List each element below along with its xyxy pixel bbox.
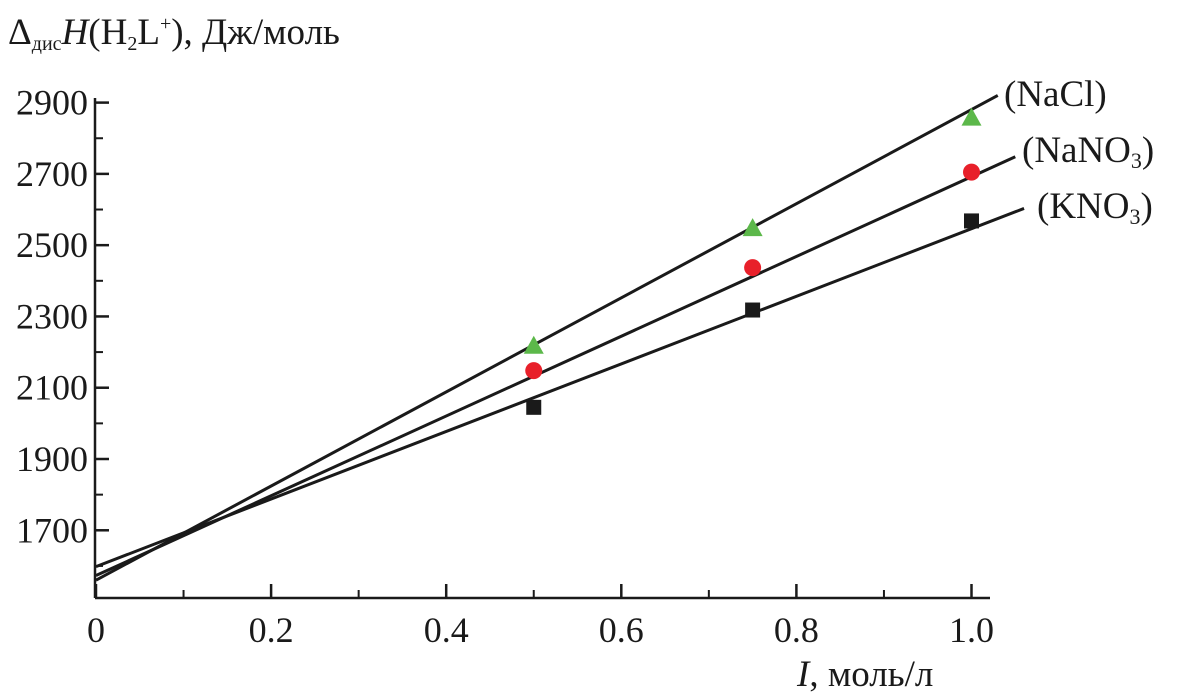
series-label-kno3-sub: 3 xyxy=(1129,204,1141,229)
data-point-square xyxy=(964,213,979,229)
series-label-nacl: (NaCl) xyxy=(1004,76,1107,116)
data-point-square xyxy=(745,302,761,318)
data-point-circle xyxy=(525,362,543,380)
y-tick-label: 1700 xyxy=(16,510,88,550)
y-tick-label: 2500 xyxy=(16,225,88,265)
x-axis-title: I, моль/л xyxy=(797,656,933,693)
y-axis-title-expr-mid: L xyxy=(137,12,160,53)
y-axis-title-delta: Δ xyxy=(8,12,32,53)
y-tick-label: 1900 xyxy=(16,439,88,479)
x-tick-label: 1.0 xyxy=(949,610,994,650)
series-label-nano3-tail: ) xyxy=(1141,130,1155,171)
y-axis-title-expr-close: ), Дж/моль xyxy=(171,12,340,53)
series-label-kno3-main: (KNO xyxy=(1037,186,1130,227)
series-label-kno3-tail: ) xyxy=(1140,186,1153,227)
data-point-triangle xyxy=(523,335,544,354)
x-axis-title-variable: I xyxy=(797,654,810,695)
x-tick-label: 0.4 xyxy=(424,610,469,650)
x-tick-label: 0.2 xyxy=(249,610,294,650)
data-point-square xyxy=(526,399,542,415)
y-axis-title-expr-open: (H xyxy=(88,12,128,53)
series-label-nacl-main: (NaCl) xyxy=(1004,74,1107,115)
y-tick-label: 2100 xyxy=(16,368,88,408)
fit-line-0 xyxy=(95,94,999,582)
y-axis-title-subscript: дис xyxy=(31,33,62,55)
fit-line-2 xyxy=(95,207,1025,569)
fit-line-1 xyxy=(95,155,1016,577)
data-point-triangle xyxy=(742,218,763,237)
y-axis-title-expr-sup: + xyxy=(159,13,172,35)
y-tick-label: 2300 xyxy=(16,296,88,336)
data-point-circle xyxy=(963,163,980,181)
data-point-circle xyxy=(744,259,762,277)
series-label-nano3-sub: 3 xyxy=(1130,148,1142,173)
y-tick-label: 2700 xyxy=(16,154,88,194)
x-axis-title-unit: , моль/л xyxy=(809,654,934,695)
y-axis-title: ΔдисH(H2L+), Дж/моль xyxy=(8,14,340,54)
x-tick-label: 0.8 xyxy=(774,610,819,650)
y-axis-title-variable: H xyxy=(61,12,89,53)
series-label-kno3: (KNO3) xyxy=(1037,188,1153,228)
series-label-nano3-main: (NaNO xyxy=(1022,130,1131,171)
x-tick-label: 0 xyxy=(87,610,105,650)
y-axis-title-expr-sub: 2 xyxy=(127,33,138,55)
y-tick-label: 2900 xyxy=(16,83,88,123)
series-label-nano3: (NaNO3) xyxy=(1022,132,1154,172)
x-tick-label: 0.6 xyxy=(599,610,644,650)
data-point-triangle xyxy=(961,107,982,126)
